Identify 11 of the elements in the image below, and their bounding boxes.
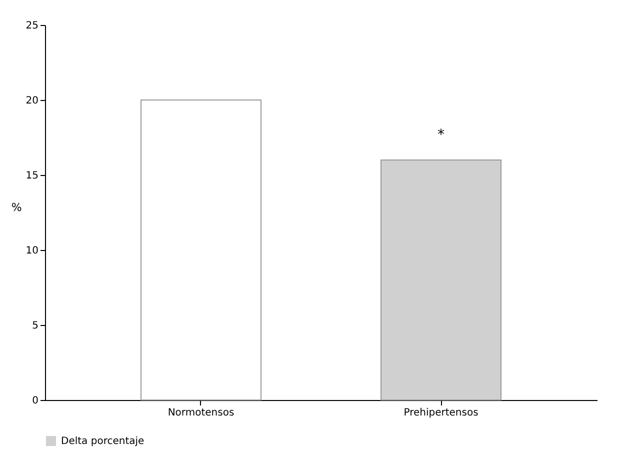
annotation: * xyxy=(438,127,444,143)
x-tick-label: Prehipertensos xyxy=(404,408,478,418)
y-tick-label: 20 xyxy=(26,96,38,106)
legend-label: Delta porcentaje xyxy=(61,436,144,447)
x-tick-label: Normotensos xyxy=(168,408,234,418)
y-tick-label: 0 xyxy=(32,396,38,406)
y-tick-label: 5 xyxy=(32,320,38,332)
y-tick-label: 15 xyxy=(26,170,38,182)
y-axis-title: % xyxy=(11,201,22,214)
y-tick-label: 10 xyxy=(26,246,38,256)
y-tick-label: 25 xyxy=(26,20,38,32)
